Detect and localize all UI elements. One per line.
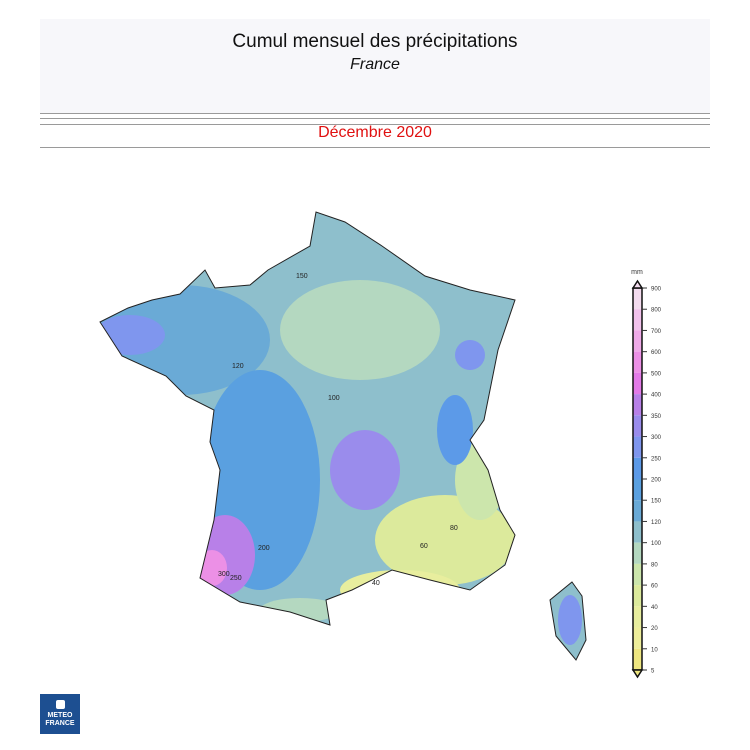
legend-tick-label: 120 [651,520,662,526]
legend-tick-label: 900 [651,287,662,293]
legend-tick-label: 300 [651,435,662,441]
legend-swatch [633,648,642,670]
legend-tick-label: 200 [651,478,662,484]
legend-tick-label: 700 [651,329,662,335]
legend-swatch [633,627,642,649]
legend-tick-label: 60 [651,584,658,590]
legend-swatch [633,542,642,564]
legend-swatch [633,288,642,310]
legend-swatch [633,606,642,628]
legend-swatch [633,330,642,352]
contour-label: 80 [450,525,458,532]
legend-tick-label: 100 [651,541,662,547]
legend-tick-label: 600 [651,350,662,356]
contour-label: 40 [372,580,380,587]
legend-swatch [633,500,642,522]
legend-swatch [633,457,642,479]
legend-tick-label: 500 [651,371,662,377]
contour-labels: 150 120 100 80 60 40 200 250 300 [218,273,458,587]
legend-tick-label: 40 [651,605,658,611]
legend-tick-label: 5 [651,669,655,675]
legend-swatch [633,309,642,331]
legend-arrow-up-icon [631,279,644,289]
contour-label: 120 [232,363,244,370]
legend-swatch [633,415,642,437]
header-box [40,19,710,113]
legend-swatch [633,479,642,501]
divider [40,118,710,119]
legend-tick-label: 10 [651,647,658,653]
legend-arrow-down-icon [631,669,644,679]
map-title: Cumul mensuel des précipitations [232,31,518,52]
contour-label: 300 [218,571,230,578]
contour-label: 250 [230,575,242,582]
logo-text: METEO [47,712,73,719]
contour-label: 100 [328,395,340,402]
divider [40,147,710,148]
legend-tick-label: 800 [651,308,662,314]
legend-swatch [633,351,642,373]
legend-swatch [633,585,642,607]
coastline [99,211,587,661]
contour-label: 150 [296,273,308,280]
logo-mark-icon [55,700,65,709]
legend-tick-label: 150 [651,499,662,505]
contour-label: 200 [258,545,270,552]
divider [40,113,710,114]
legend-tick-label: 400 [651,393,662,399]
contour-label: 60 [420,543,428,550]
legend-swatch [633,521,642,543]
legend-swatch [633,372,642,395]
period-label: Décembre 2020 [318,124,432,141]
legend-unit: mm [631,269,643,276]
legend-tick-label: 250 [651,456,662,462]
legend-swatch [633,394,642,416]
legend-swatch [633,563,642,586]
legend-tick-label: 350 [651,414,662,420]
logo-text: FRANCE [45,720,75,727]
legend-swatch [633,436,642,458]
legend-tick-label: 80 [651,562,658,568]
color-legend: 900 800 700 600 500 400 350 300 250 200 150 120 100 8… [631,279,662,679]
legend-tick-label: 20 [651,626,658,632]
meteo-france-logo: METEO FRANCE [40,694,80,734]
map-subtitle: France [350,56,400,73]
divider [40,124,710,125]
rainfall-fill [100,212,586,660]
